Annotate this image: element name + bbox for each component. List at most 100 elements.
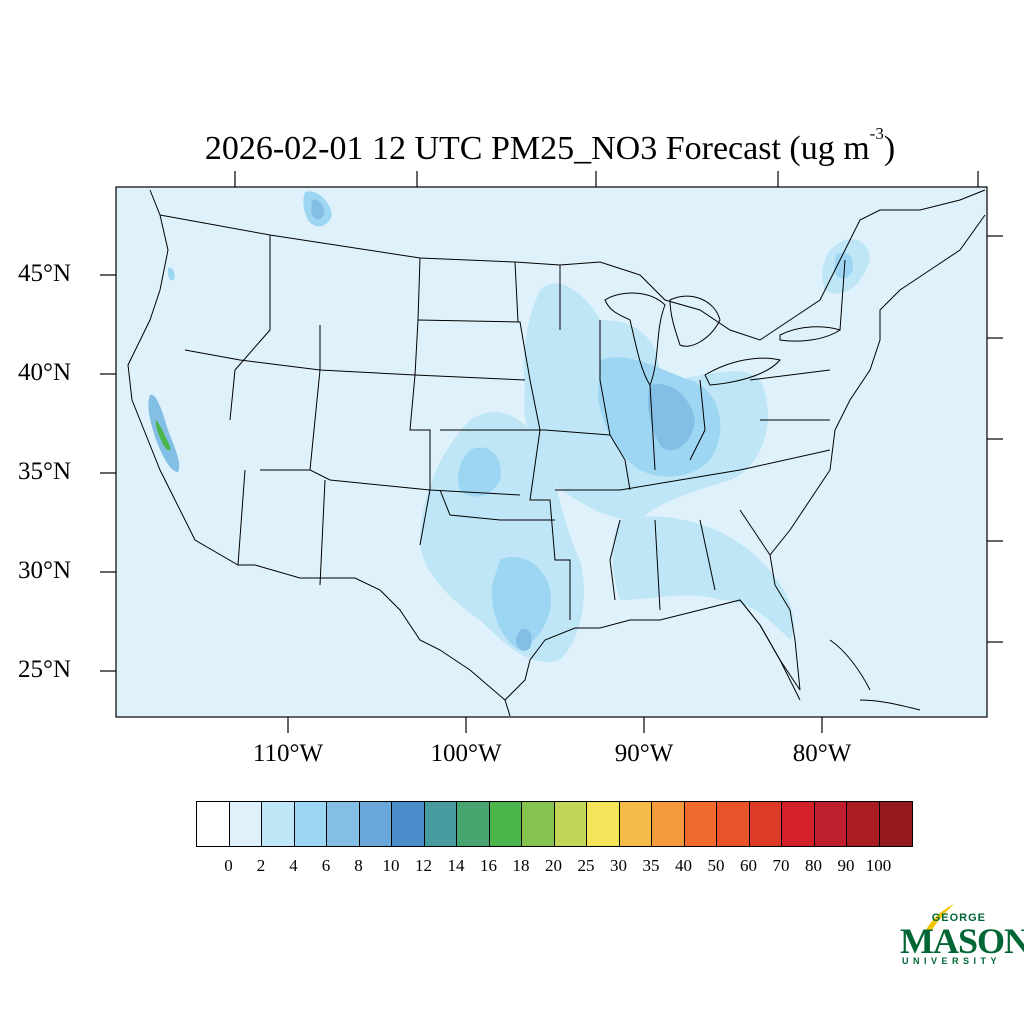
colorbar-cell (424, 802, 457, 846)
state-line (649, 384, 656, 471)
lon-label-110w: 110°W (252, 740, 324, 767)
colorbar-cell (229, 802, 262, 846)
colorbar-cell (554, 802, 587, 846)
colorbar-tick-label: 70 (772, 856, 790, 875)
state-line (609, 519, 621, 601)
colorbar-tick-label: 16 (480, 856, 497, 875)
colorbar-tick-label: 8 (354, 856, 363, 875)
colorbar-cell (782, 802, 815, 846)
state-line (439, 489, 555, 521)
state-line (654, 519, 661, 611)
colorbar-tick-label: 4 (289, 856, 298, 875)
colorbar-cell (359, 802, 392, 846)
colorbar-tick-label: 100 (865, 856, 892, 875)
state-line (599, 320, 631, 491)
colorbar-cell (587, 802, 620, 846)
boundaries (127, 189, 986, 717)
lon-label-100w: 100°W (430, 740, 502, 767)
colorbar-cell (262, 802, 295, 846)
colorbar-tick-label: 10 (382, 856, 400, 875)
gulf-and-east-coast (504, 214, 986, 701)
lon-label-90w: 90°W (614, 740, 674, 767)
region-houston (515, 628, 532, 651)
colorbar-tick-label: 20 (545, 856, 562, 875)
concentration-field (148, 191, 870, 662)
logo-swoosh-icon (926, 904, 954, 930)
colorbar-tick-label: 12 (415, 856, 432, 875)
region-vermont (834, 252, 854, 279)
region-california-peak (155, 420, 171, 451)
region-indiana (648, 384, 695, 451)
colorbar-cell (392, 802, 425, 846)
colorbar-tick-label: 18 (512, 856, 530, 875)
colorbar (196, 801, 913, 847)
lat-label-35: 35°N (18, 458, 72, 485)
region-south-light (612, 516, 794, 640)
colorbar-tick-label: 30 (610, 856, 627, 875)
colorbar-cell (522, 802, 555, 846)
region-kansas (458, 447, 501, 497)
colorbar-cell (489, 802, 522, 846)
title-main: 2026-02-01 12 UTC PM25_NO3 Forecast (ug … (204, 130, 870, 167)
cuba-coast (859, 699, 921, 711)
colorbar-labels: 0 2 4 6 8 10 12 14 16 18 20 25 30 35 40 50 60 70 80 90 100 (0, 856, 1024, 880)
colorbar-cell (847, 802, 880, 846)
logo-george: GEORGE (931, 912, 986, 924)
colorbar-cell (652, 802, 685, 846)
state-line (749, 369, 831, 381)
lake-erie (704, 357, 781, 386)
state-line (237, 469, 246, 566)
colorbar-tick-label: 40 (675, 856, 692, 875)
colorbar-cell (457, 802, 490, 846)
state-line (555, 449, 831, 491)
colorbar-cell (294, 802, 327, 846)
colorbar-cell (684, 802, 717, 846)
george-mason-logo: GEORGE MASON UNIVERSITY (896, 900, 1024, 970)
colorbar-tick-label: 80 (805, 856, 822, 875)
lake-michigan (604, 292, 666, 387)
state-line (319, 479, 326, 586)
colorbar-tick-label: 90 (837, 856, 855, 875)
state-line (689, 379, 706, 461)
lat-label-25: 25°N (18, 656, 72, 683)
title-close: ) (883, 130, 896, 167)
lat-label-40: 40°N (18, 359, 72, 386)
state-line (417, 319, 571, 620)
florida-coast (739, 599, 801, 701)
lake-ontario (779, 326, 842, 342)
state-line (440, 429, 611, 436)
state-line (309, 325, 521, 496)
colorbar-cell (879, 802, 912, 846)
logo-mason: MASON (900, 921, 1024, 961)
colorbar-cell (197, 802, 230, 846)
colorbar-tick-label: 35 (642, 856, 660, 875)
lat-label-45: 45°N (18, 260, 72, 287)
state-line (699, 519, 716, 591)
colorbar-tick-label: 60 (740, 856, 757, 875)
chart-title: 2026-02-01 12 UTC PM25_NO3 Forecast (ug … (0, 112, 1024, 171)
region-texas (491, 556, 551, 650)
region-montana-core (311, 199, 325, 220)
ticks (100, 171, 1003, 733)
west-coast-and-border (127, 189, 511, 717)
title-exponent: -3 (869, 124, 884, 143)
bahamas (829, 639, 871, 691)
colorbar-cell (814, 802, 847, 846)
colorbar-cell (717, 802, 750, 846)
colorbar-cell (327, 802, 360, 846)
colorbar-tick-label: 25 (577, 856, 595, 875)
lat-label-30: 30°N (18, 557, 72, 584)
colorbar-tick-label: 6 (321, 856, 331, 875)
state-line (229, 235, 271, 421)
colorbar-cell (749, 802, 782, 846)
colorbar-tick-label: 2 (256, 856, 266, 875)
state-line (514, 261, 519, 323)
colorbar-tick-label: 0 (224, 856, 233, 875)
logo-university: UNIVERSITY (902, 956, 1002, 966)
colorbar-tick-label: 50 (707, 856, 725, 875)
colorbar-tick-label: 14 (447, 856, 465, 875)
colorbar-cell (619, 802, 652, 846)
state-line (839, 259, 846, 331)
